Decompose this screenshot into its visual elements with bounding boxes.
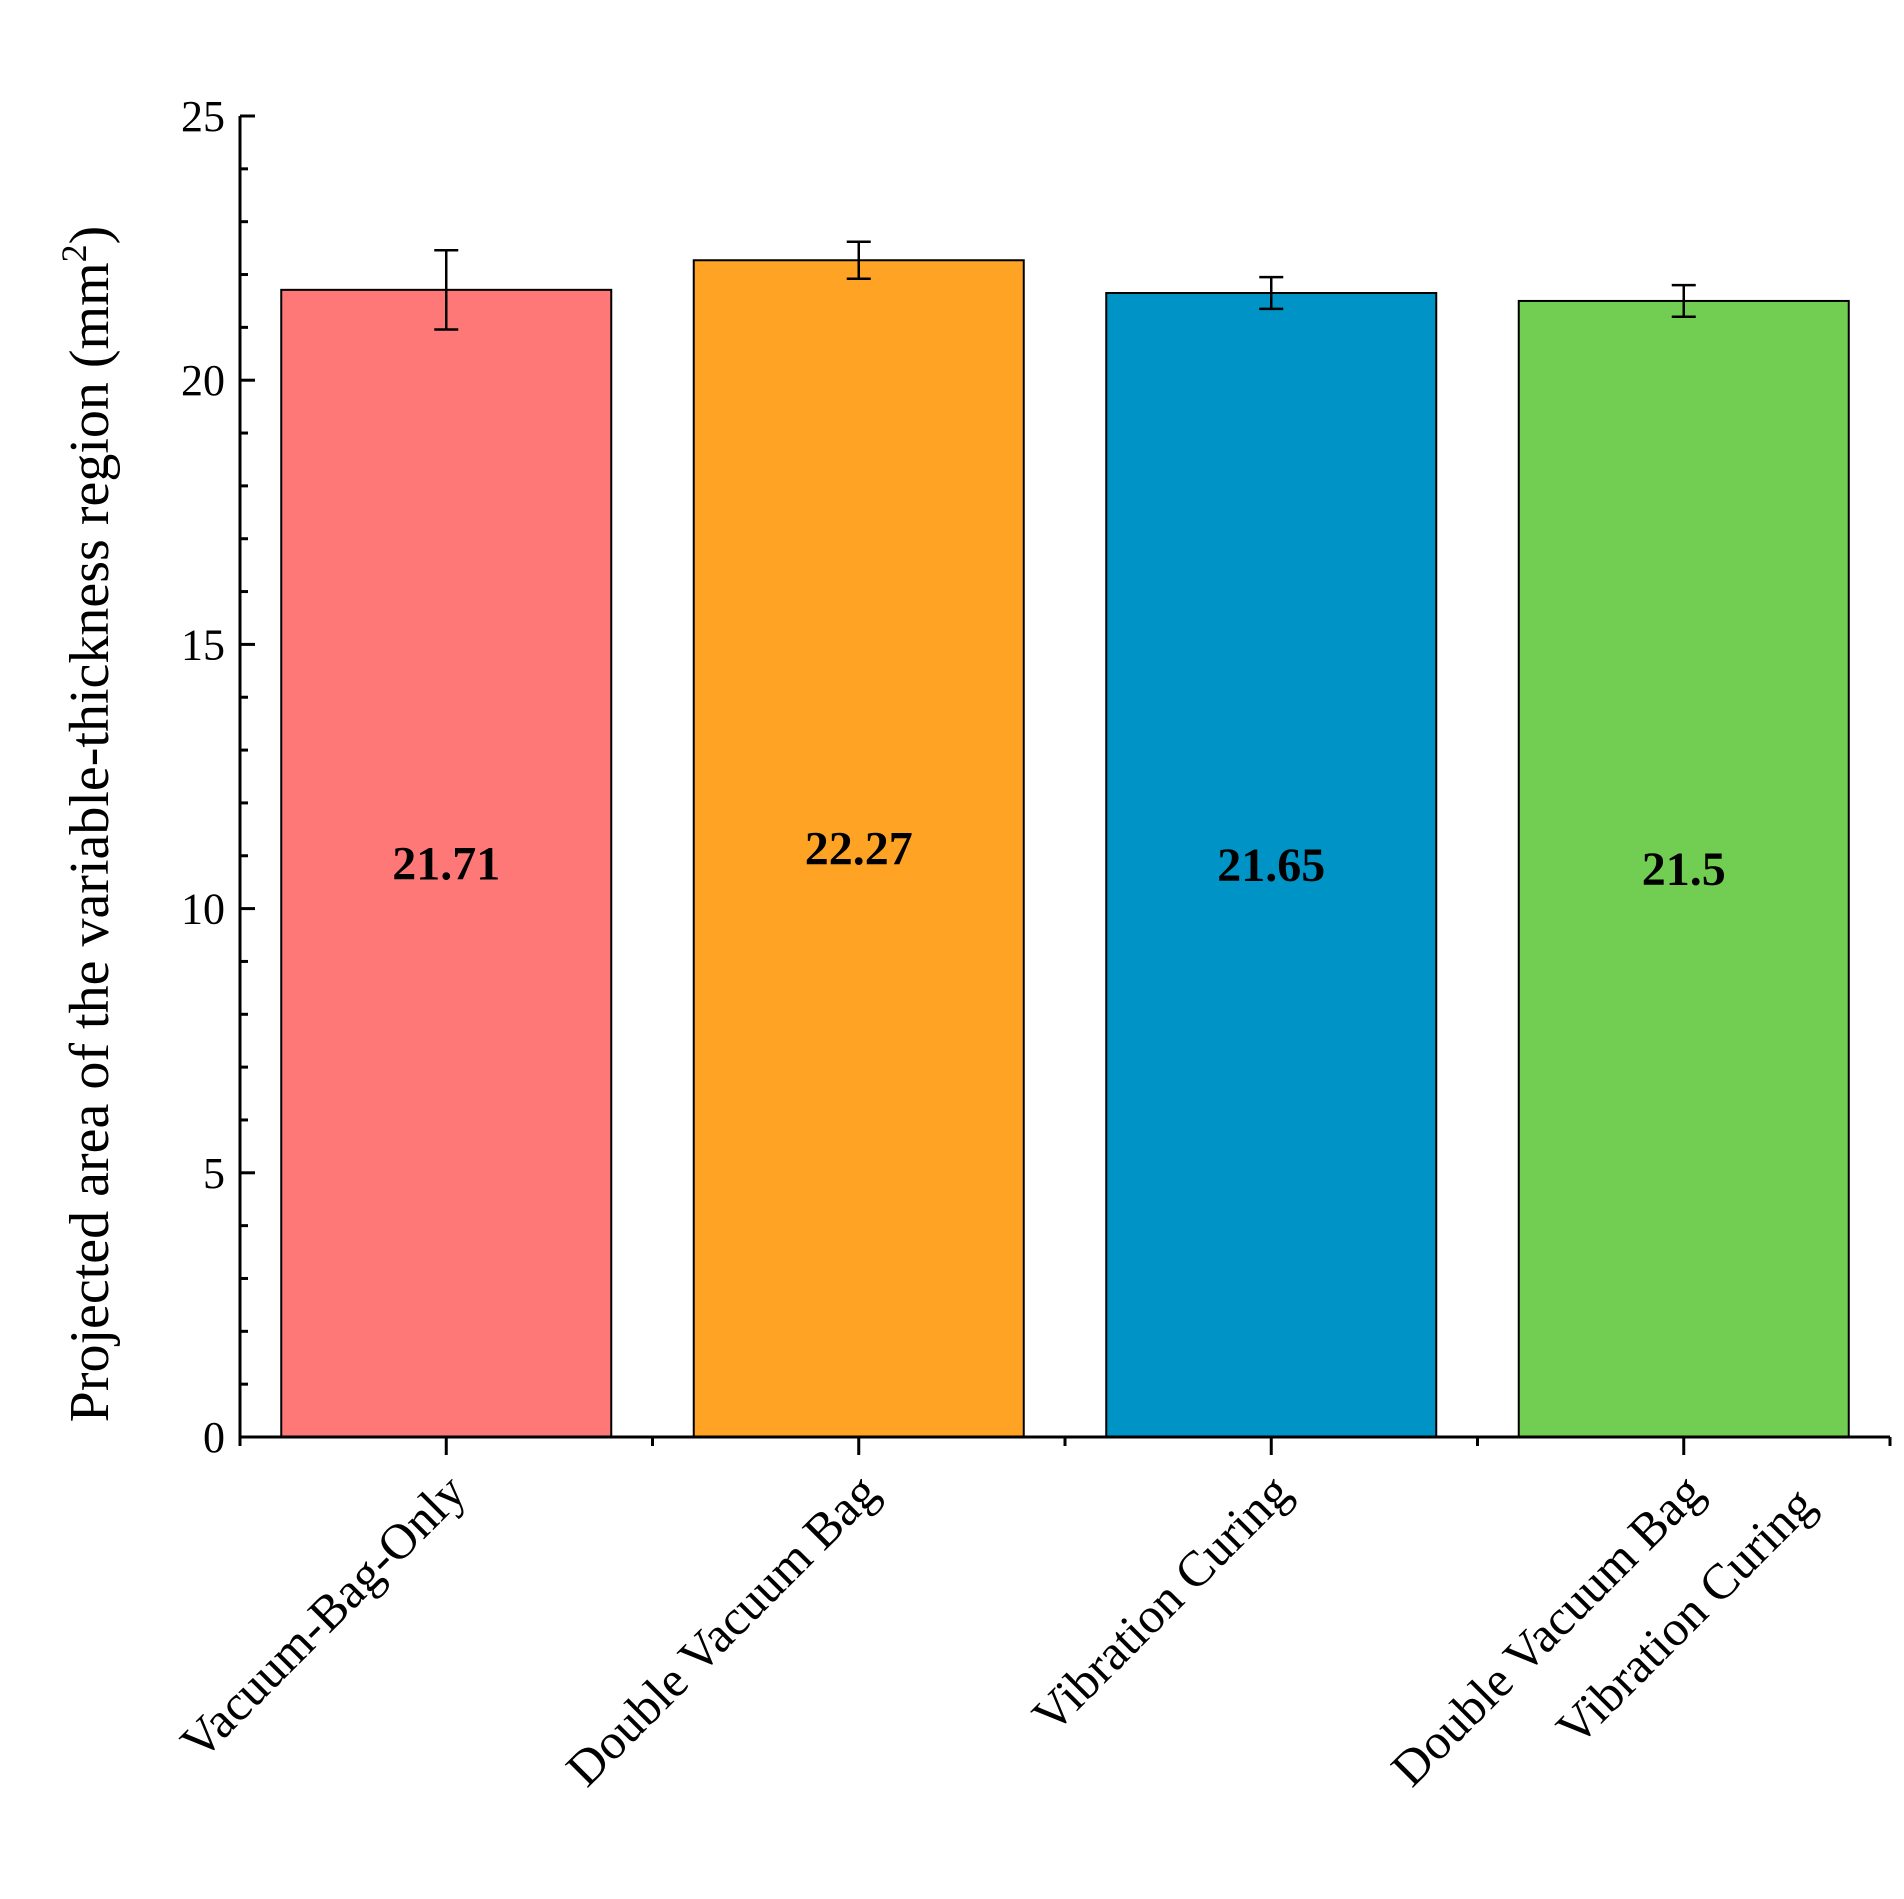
x-category-label: Double Vacuum BagVibration Curing	[1380, 1414, 1825, 1859]
x-category-label-line: Vibration Curing	[1021, 1463, 1301, 1743]
y-tick-label: 0	[203, 1413, 225, 1462]
error-bar	[846, 240, 871, 280]
bar-value-label: 21.71	[392, 837, 500, 890]
x-ticks-layer	[238, 1437, 1892, 1455]
bars-layer	[280, 259, 1850, 1439]
category-labels-layer: Vacuum-Bag-Only Double Vacuum Bag Vibratio…	[169, 1414, 1825, 1859]
bar	[692, 259, 1025, 1439]
y-axis-label: Projected area of the variable-thickness…	[54, 226, 121, 1423]
x-category-label-line: Vacuum-Bag-Only	[169, 1463, 476, 1770]
error-bar	[434, 248, 459, 331]
x-category-label: Vibration Curing	[1021, 1463, 1301, 1743]
x-category-label: Vacuum-Bag-Only	[169, 1463, 476, 1770]
y-ticks-layer: 0 5 10 15 20 25	[181, 92, 255, 1462]
y-tick-label: 5	[203, 1149, 225, 1198]
bar-value-label: 21.65	[1217, 839, 1325, 892]
y-axis-label-superscript: 2	[54, 244, 94, 262]
error-bars-layer	[434, 240, 1696, 331]
y-tick-label: 15	[181, 620, 225, 669]
y-axis-label-close: )	[59, 226, 121, 245]
y-axis-label-main: Projected area of the variable-thickness…	[59, 262, 121, 1422]
bar	[280, 288, 613, 1438]
y-tick-label: 25	[181, 92, 225, 141]
y-tick-label: 10	[181, 885, 225, 934]
bar-value-label: 22.27	[805, 823, 913, 876]
value-labels-layer: 21.71 22.27 21.65 21.5	[392, 823, 1726, 896]
y-tick-label: 20	[181, 356, 225, 405]
x-category-label: Double Vacuum Bag	[555, 1463, 889, 1797]
error-bar	[1671, 283, 1696, 319]
bar	[1517, 299, 1850, 1439]
error-bar	[1259, 275, 1284, 311]
x-category-label-line: Double Vacuum Bag	[555, 1463, 889, 1797]
bar-value-label: 21.5	[1642, 843, 1726, 896]
